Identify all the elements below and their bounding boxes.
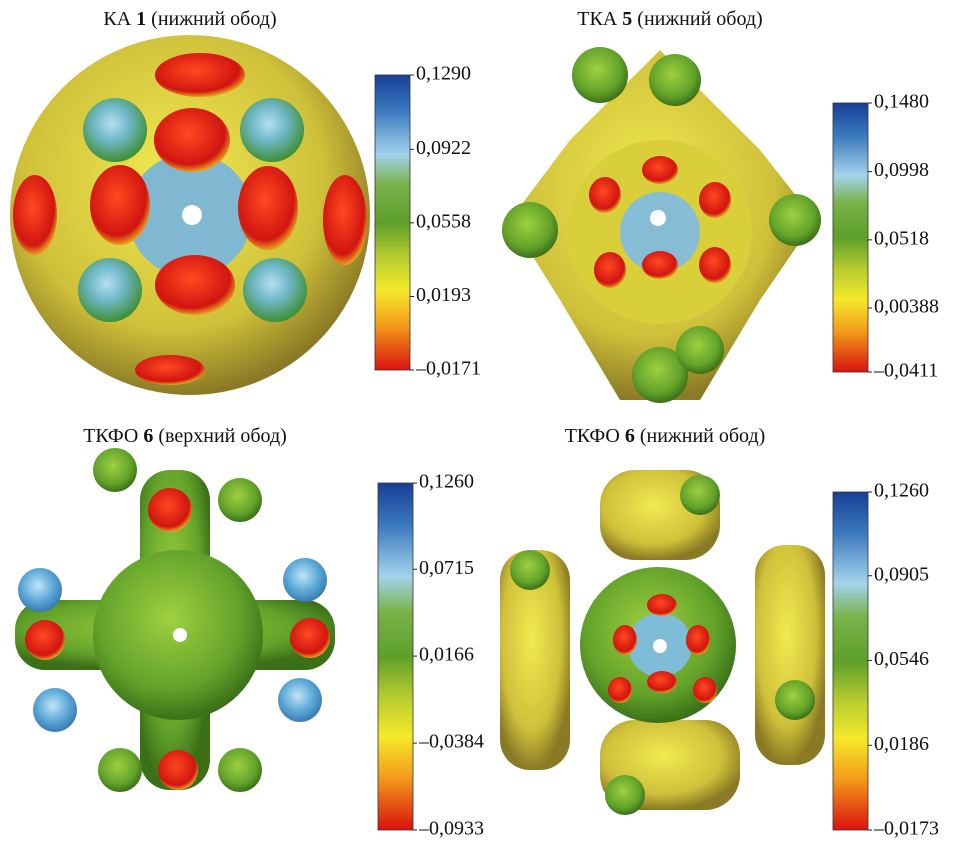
colorbar-label: 0,1290: [416, 63, 471, 85]
lobe: [510, 550, 550, 590]
spot: [154, 108, 230, 172]
colorbar-label: –0,0933: [418, 818, 484, 840]
lobe: [605, 775, 645, 815]
spot: [686, 625, 710, 655]
molecule-4: [500, 470, 825, 815]
title-number: 6: [625, 425, 635, 447]
cavity: [650, 210, 666, 226]
lobe: [98, 748, 142, 792]
spot: [699, 247, 731, 283]
colorbar-label: 0,1480: [874, 91, 929, 113]
figure: КА 1 (нижний обод) 0,1290 0,0922 0,0558 0,01…: [0, 0, 953, 843]
colorbar-label: 0,0186: [874, 733, 929, 755]
colorbar: [833, 103, 868, 372]
lobe: [18, 568, 62, 612]
colorbar-label: 0,0905: [874, 563, 929, 585]
sphere: [240, 98, 304, 162]
spot: [699, 182, 731, 218]
spot: [647, 671, 677, 693]
title-suffix: (нижний обод): [640, 425, 765, 447]
title-prefix: ТКА: [577, 8, 618, 30]
colorbar-label: 0,0922: [416, 137, 471, 159]
panel-title: ТКФО 6 (нижний обод): [565, 425, 766, 447]
spot: [594, 252, 626, 288]
spot: [135, 355, 205, 385]
colorbar-label: –0,0171: [415, 358, 481, 380]
cavity: [173, 628, 187, 642]
title-number: 5: [622, 8, 632, 30]
colorbar: [833, 492, 868, 830]
lobe: [33, 688, 77, 732]
lobe: [769, 194, 821, 246]
colorbar-label: 0,1260: [419, 471, 474, 493]
colorbar-label: 0,00388: [874, 296, 939, 318]
colorbar-label: –0,0384: [418, 731, 484, 753]
spot: [642, 156, 678, 184]
molecule-2: [502, 47, 821, 403]
arm: [755, 545, 825, 765]
cavity: [182, 205, 202, 225]
spot: [693, 677, 717, 703]
spot: [647, 594, 677, 616]
colorbar-label: –0,0411: [873, 360, 938, 382]
spot: [290, 618, 330, 658]
spot: [613, 625, 637, 655]
title-number: 6: [143, 425, 153, 447]
colorbar: [378, 483, 413, 830]
title-prefix: ТКФО: [83, 425, 138, 447]
lobe: [775, 680, 815, 720]
sphere: [83, 98, 147, 162]
spot: [608, 677, 632, 703]
spot: [148, 488, 192, 532]
molecule-1: [10, 35, 370, 395]
spot: [323, 175, 367, 265]
lobe: [218, 748, 262, 792]
title-suffix: (нижний обод): [151, 8, 276, 30]
lobe: [502, 202, 558, 258]
colorbar-label: 0,0558: [416, 210, 471, 232]
lobe: [93, 448, 137, 492]
spot: [158, 750, 198, 790]
lobe: [676, 326, 724, 374]
colorbar-label: 0,0166: [419, 644, 474, 666]
colorbar-label: 0,0998: [874, 159, 929, 181]
lobe: [680, 475, 720, 515]
spot: [238, 166, 298, 250]
molecule-3: [15, 448, 335, 792]
title-number: 1: [136, 8, 146, 30]
title-suffix: (нижний обод): [637, 8, 762, 30]
lobe: [283, 558, 327, 602]
colorbar-label: 0,1260: [874, 480, 929, 502]
title-prefix: КА: [103, 8, 131, 30]
spot: [155, 255, 235, 315]
colorbar-label: –0,0173: [873, 818, 939, 840]
colorbar-label: 0,0715: [419, 557, 474, 579]
panel-title: ТКА 5 (нижний обод): [577, 8, 762, 30]
title-prefix: ТКФО: [565, 425, 620, 447]
colorbar-label: 0,0518: [874, 227, 929, 249]
sphere: [78, 258, 142, 322]
lobe: [218, 478, 262, 522]
title-suffix: (верхний обод): [158, 425, 286, 447]
lobe: [572, 47, 628, 103]
spot: [589, 177, 621, 213]
sphere: [243, 258, 307, 322]
colorbar-label: 0,0193: [416, 284, 471, 306]
spot: [642, 251, 678, 279]
panel-title: ТКФО 6 (верхний обод): [83, 425, 287, 447]
spot: [155, 53, 245, 97]
lobe: [278, 678, 322, 722]
spot: [25, 620, 65, 660]
colorbar: [375, 75, 410, 370]
panel-title: КА 1 (нижний обод): [103, 8, 276, 30]
colorbar-label: 0,0546: [874, 648, 929, 670]
lobe: [649, 54, 701, 106]
spot: [90, 165, 150, 245]
cavity: [653, 639, 667, 653]
spot: [13, 175, 57, 255]
